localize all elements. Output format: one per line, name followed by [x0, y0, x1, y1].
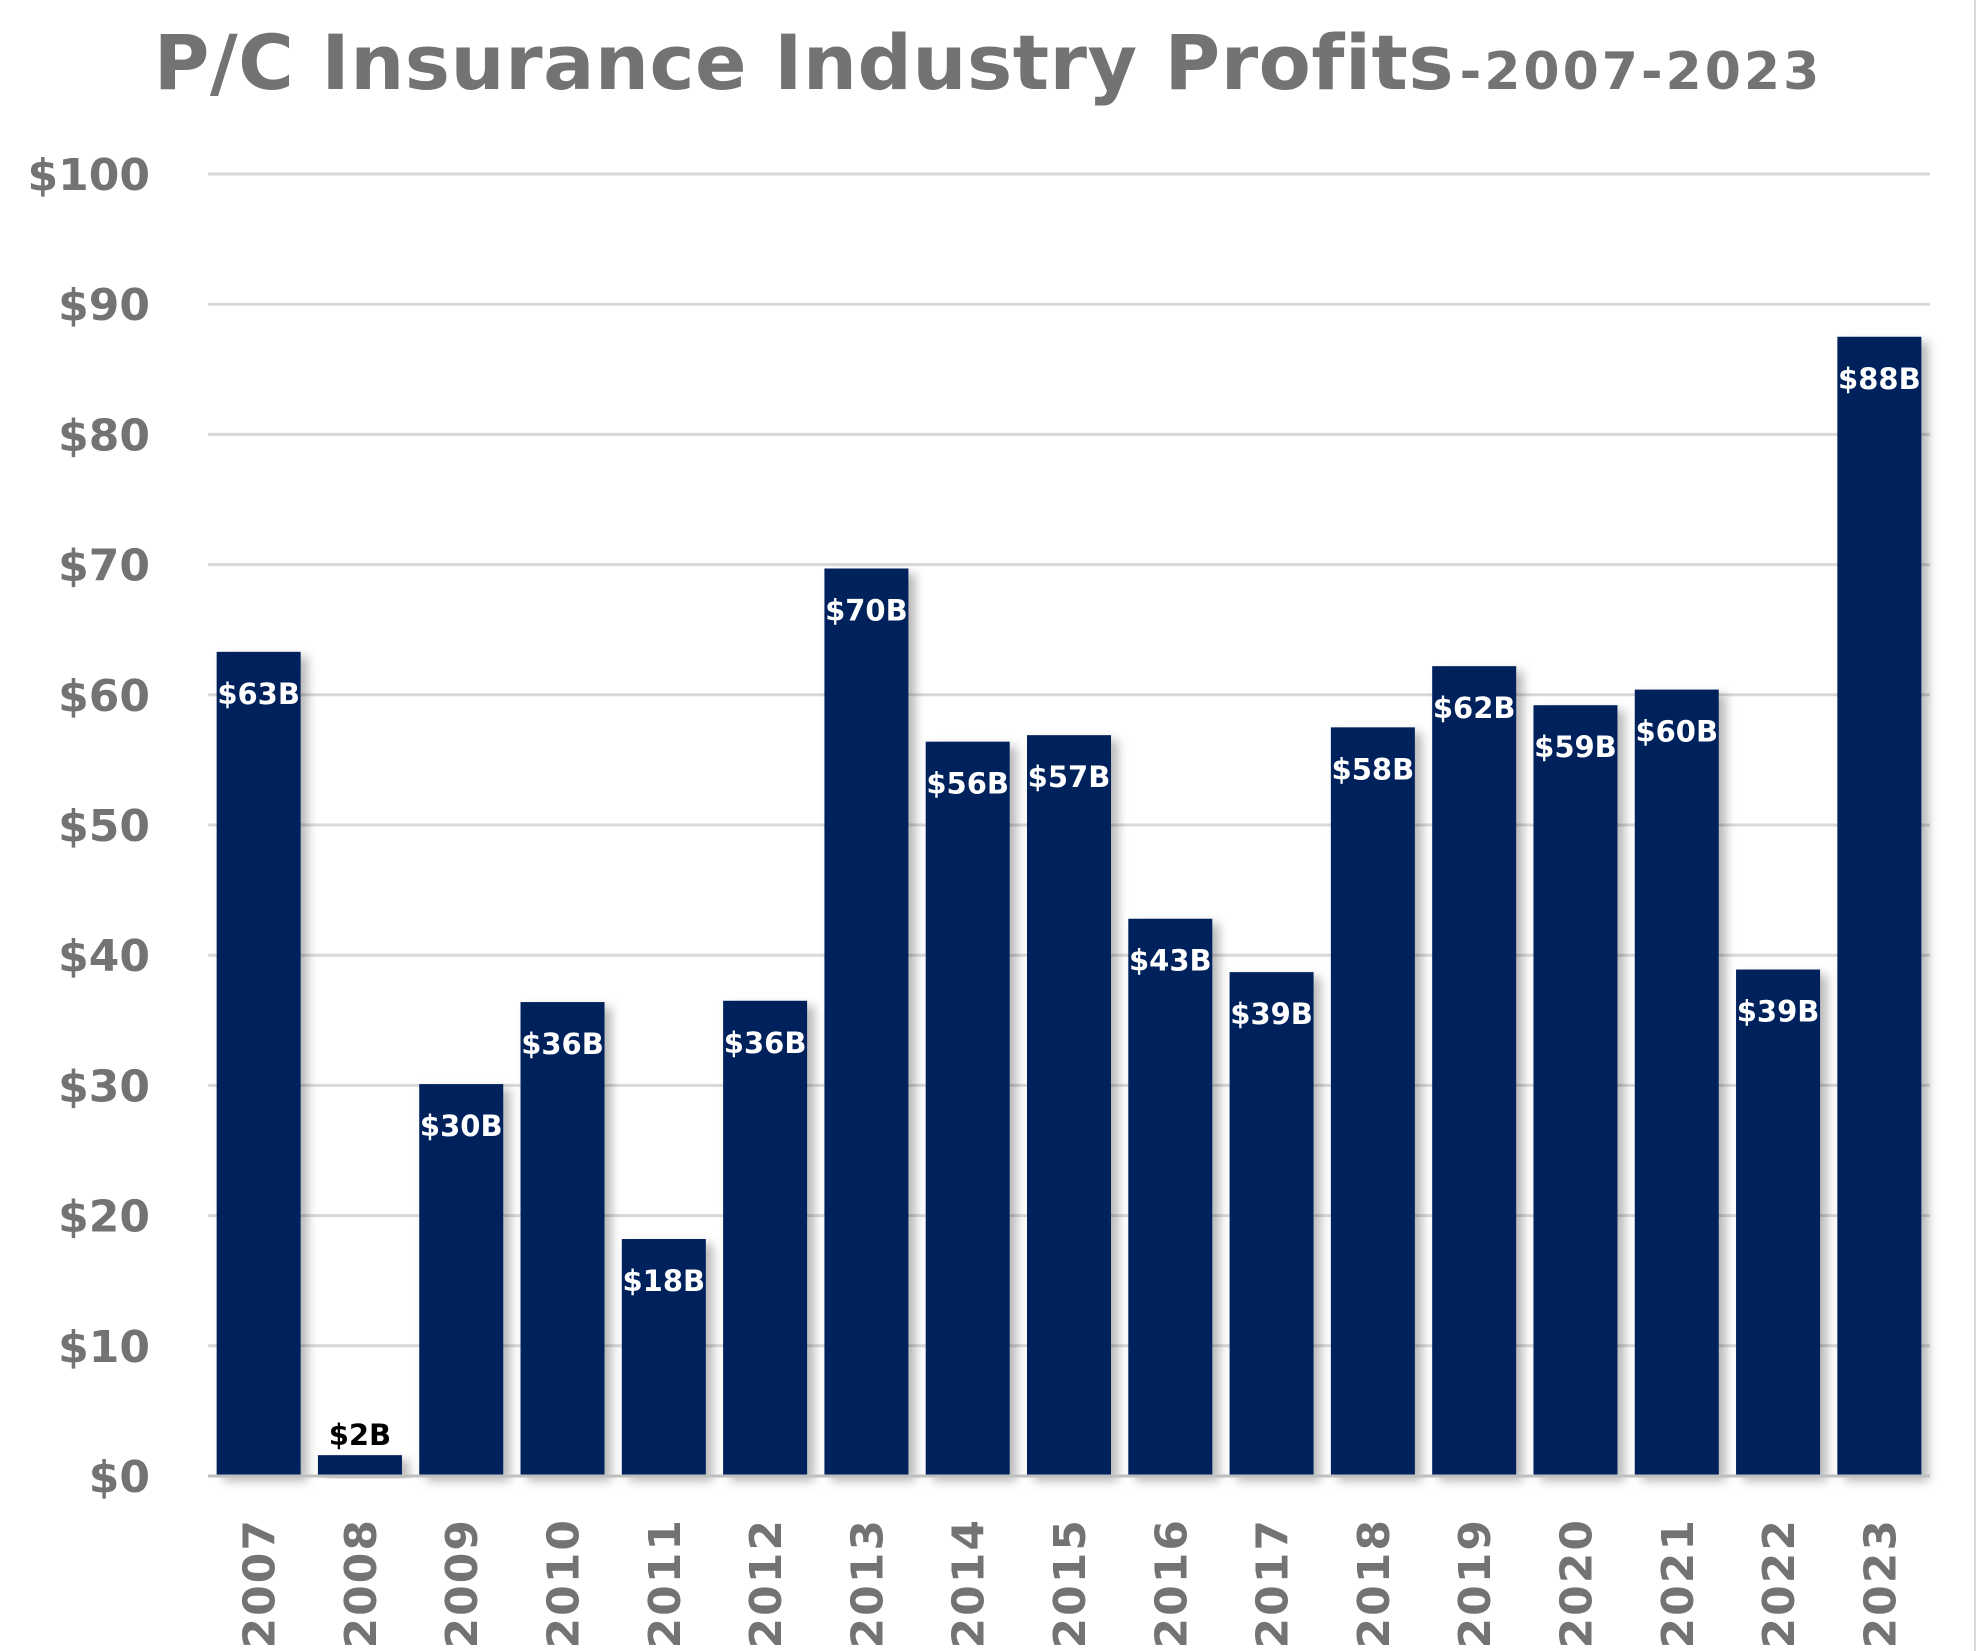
- x-tick-label: 2022: [1754, 1518, 1805, 1648]
- y-tick-label: $0: [89, 1452, 150, 1503]
- bar-2017: [1229, 972, 1314, 1476]
- x-tick-label: 2010: [539, 1518, 590, 1648]
- data-label-2007: $63B: [217, 677, 300, 711]
- x-tick-label: 2011: [640, 1518, 691, 1648]
- data-label-2016: $43B: [1129, 944, 1212, 978]
- x-tick-label: 2018: [1349, 1518, 1400, 1648]
- y-tick-label: $20: [58, 1192, 150, 1243]
- data-label-2012: $36B: [724, 1026, 807, 1060]
- chart-title: P/C Insurance Industry Profits -2007-202…: [0, 18, 1976, 107]
- x-tick-label: 2014: [944, 1518, 995, 1648]
- data-label-2022: $39B: [1737, 995, 1820, 1029]
- bar-2010: [520, 1002, 605, 1476]
- data-label-2014: $56B: [926, 767, 1009, 801]
- axes: $0 $10 $20 $30 $40 $50 $60 $70 $80 $90 $100 2007 200…: [28, 150, 1930, 1648]
- data-label-2023: $88B: [1838, 362, 1921, 396]
- data-label-2017: $39B: [1230, 997, 1313, 1031]
- y-tick-label: $10: [58, 1322, 150, 1373]
- bar-2008: [317, 1455, 402, 1476]
- data-label-2010: $36B: [521, 1027, 604, 1061]
- y-tick-label: $80: [58, 410, 150, 461]
- y-tick-label: $100: [28, 150, 150, 201]
- x-tick-label: 2017: [1248, 1518, 1299, 1648]
- data-label-2021: $60B: [1635, 715, 1718, 749]
- data-labels: $63B $2B $30B $36B $18B $36B $70B $56B $57B $43B $…: [217, 362, 1920, 1452]
- bars: [216, 336, 1922, 1476]
- x-tick-label: 2012: [741, 1518, 792, 1648]
- y-tick-label: $90: [58, 280, 150, 331]
- x-tick-label: 2020: [1551, 1518, 1602, 1648]
- bar-2015: [1027, 735, 1111, 1476]
- chart-title-sub: -2007-2023: [1459, 42, 1823, 102]
- bar-2018: [1330, 727, 1415, 1476]
- bar-2023: [1837, 336, 1922, 1476]
- bar-2016: [1128, 918, 1213, 1476]
- x-tick-label: 2019: [1450, 1518, 1501, 1648]
- data-label-2020: $59B: [1534, 730, 1617, 764]
- y-tick-label: $60: [58, 671, 150, 722]
- chart-title-main: P/C Insurance Industry Profits: [153, 18, 1455, 107]
- bar-2013: [824, 568, 909, 1476]
- data-label-2019: $62B: [1433, 691, 1516, 725]
- bar-2014: [925, 741, 1010, 1476]
- frame-edge: [1974, 0, 1976, 1651]
- x-tick-label: 2009: [437, 1518, 488, 1648]
- x-tick-label: 2007: [235, 1518, 286, 1648]
- bar-2007: [216, 651, 301, 1476]
- bar-2012: [723, 1000, 808, 1476]
- x-tick-label: 2013: [842, 1518, 893, 1648]
- bar-2011: [621, 1239, 706, 1476]
- data-label-2013: $70B: [825, 594, 908, 628]
- x-tick-label: 2021: [1653, 1518, 1704, 1648]
- x-tick-label: 2023: [1855, 1518, 1906, 1648]
- data-label-2018: $58B: [1332, 752, 1415, 786]
- y-tick-label: $40: [58, 931, 150, 982]
- x-tick-label: 2016: [1146, 1518, 1197, 1648]
- y-tick-label: $50: [58, 801, 150, 852]
- bar-2009: [419, 1084, 504, 1476]
- x-tick-label: 2008: [336, 1518, 387, 1648]
- data-label-2009: $30B: [420, 1109, 503, 1143]
- data-label-2008: $2B: [329, 1418, 391, 1452]
- x-tick-label: 2015: [1045, 1518, 1096, 1648]
- data-label-2015: $57B: [1028, 760, 1111, 794]
- y-tick-label: $30: [58, 1061, 150, 1112]
- bar-2020: [1533, 705, 1618, 1476]
- y-tick-label: $70: [58, 541, 150, 592]
- bar-2021: [1634, 689, 1719, 1476]
- bar-2019: [1432, 666, 1517, 1476]
- bar-2022: [1736, 969, 1821, 1476]
- data-label-2011: $18B: [623, 1264, 706, 1298]
